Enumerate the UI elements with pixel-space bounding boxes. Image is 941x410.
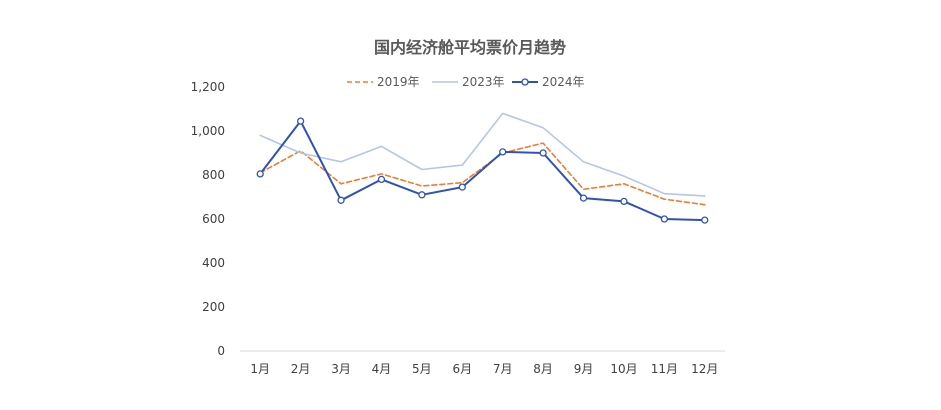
y-tick-label: 1,200 [191, 80, 225, 94]
x-tick-label: 11月 [651, 362, 678, 376]
x-axis: 1月 2月 3月 4月 5月 6月 7月 8月 9月 10月 11月 12月 [240, 350, 725, 376]
data-point-2024 [660, 215, 669, 223]
x-tick-label: 6月 [452, 362, 472, 376]
x-tick-label: 4月 [372, 362, 392, 376]
data-point-2024 [337, 196, 345, 204]
chart-title: 国内经济舱平均票价月趋势 [374, 38, 566, 57]
x-tick-label: 9月 [574, 362, 594, 376]
data-point-2024 [296, 117, 305, 125]
y-axis: 0 200 400 600 800 1,000 1,200 [191, 80, 225, 358]
x-tick-label: 2月 [291, 362, 311, 376]
x-tick-label: 8月 [533, 362, 553, 376]
x-tick-label: 5月 [412, 362, 432, 376]
legend-marker [521, 78, 529, 86]
data-point-2024 [539, 149, 547, 157]
x-tick-label: 1月 [250, 362, 270, 376]
series-line-2023 [259, 112, 706, 197]
x-tick-label: 7月 [493, 362, 513, 376]
y-tick-label: 800 [202, 168, 225, 182]
y-tick-label: 200 [202, 300, 225, 314]
series-layer [256, 112, 709, 224]
y-tick-label: 1,000 [191, 124, 225, 138]
series-line-2019 [259, 142, 706, 206]
data-point-2024 [418, 191, 426, 199]
data-point-2024 [701, 216, 709, 224]
legend-item-2023: 2023年 [432, 75, 505, 89]
legend: 2019年 2023年 2024年 [347, 75, 585, 89]
data-point-2024 [458, 183, 466, 191]
legend-item-2024: 2024年 [512, 75, 585, 89]
x-tick-label: 12月 [691, 362, 718, 376]
y-tick-label: 600 [202, 212, 225, 226]
y-tick-label: 0 [217, 344, 225, 358]
x-tick-label: 3月 [331, 362, 351, 376]
y-tick-label: 400 [202, 256, 225, 270]
data-point-2024 [579, 194, 588, 202]
data-point-2024 [499, 148, 507, 156]
legend-item-2019: 2019年 [347, 75, 420, 89]
legend-label: 2019年 [377, 75, 420, 89]
data-point-2024 [620, 197, 628, 206]
x-tick-label: 10月 [610, 362, 637, 376]
legend-label: 2023年 [462, 75, 505, 89]
legend-label: 2024年 [542, 75, 585, 89]
data-point-2024 [256, 170, 264, 178]
series-line-2024 [259, 120, 706, 222]
data-point-2024 [377, 175, 386, 184]
